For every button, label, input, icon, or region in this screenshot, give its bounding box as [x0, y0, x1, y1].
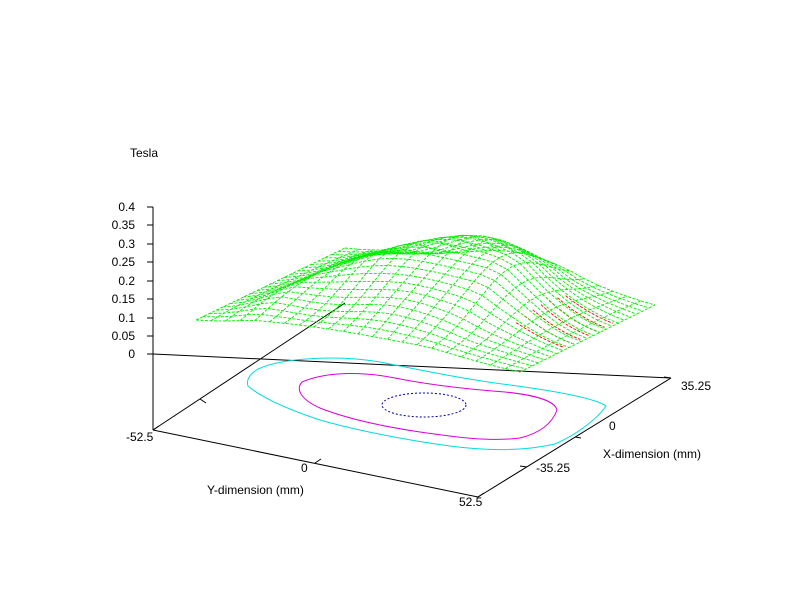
surface-mesh-line — [195, 319, 521, 373]
base-left-diagonal — [152, 302, 346, 431]
x-axis-right — [477, 377, 672, 498]
surface-mesh-line — [297, 236, 613, 327]
x-tick-labels: 35.25 0 -35.25 — [536, 379, 711, 475]
x-tick-label: -35.25 — [536, 461, 570, 475]
z-tick-label: 0 — [128, 347, 135, 361]
y-tick-labels: -52.5 0 52.5 — [126, 430, 483, 509]
z-tick-label: 0.1 — [118, 311, 135, 325]
surface-mesh-line — [298, 247, 444, 326]
surface-mesh-line — [519, 304, 656, 373]
surface-mesh-line — [243, 280, 564, 352]
surface-underside-line — [532, 309, 581, 340]
surface-mesh-line — [269, 251, 416, 323]
z-tick-label: 0.3 — [118, 237, 135, 251]
surface-mesh-line — [209, 307, 533, 367]
z-tick-label: 0.4 — [118, 200, 135, 214]
surface-mesh-line — [338, 246, 650, 309]
surface-mesh-line — [505, 300, 642, 370]
y-tick-label: -52.5 — [126, 430, 154, 444]
surface-mesh-line — [263, 257, 582, 342]
surface-mesh-line — [223, 296, 545, 361]
surface-mesh-line — [317, 236, 631, 318]
z-tick-label: 0.15 — [112, 292, 136, 306]
y-axis-label: Y-dimension (mm) — [207, 483, 304, 497]
surface-mesh-line — [311, 235, 625, 321]
surface-mesh-line — [225, 249, 374, 322]
surface-mesh-line — [475, 290, 613, 362]
x-tick-label: 0 — [609, 419, 616, 433]
z-tick-label: 0.2 — [118, 274, 135, 288]
surface-mesh-line — [446, 276, 585, 353]
contour-middle — [298, 373, 558, 440]
y-ticks — [152, 398, 485, 498]
z-tick-labels: 0.4 0.35 0.3 0.25 0.2 0.15 0.1 0.05 0 — [112, 200, 136, 361]
contour-inner — [381, 392, 467, 418]
y-tick-label: 0 — [301, 461, 308, 475]
x-ticks — [519, 376, 672, 468]
surface-mesh-line — [401, 244, 543, 343]
z-tick-label: 0.05 — [112, 329, 136, 343]
surface — [195, 234, 656, 373]
contour-outer — [247, 357, 607, 450]
surface-mesh-line — [216, 302, 539, 364]
surface-mesh-line — [331, 242, 643, 312]
base-back-edge — [152, 353, 672, 379]
z-tick-label: 0.25 — [112, 255, 136, 269]
contours — [247, 357, 607, 450]
z-tick-label: 0.35 — [112, 218, 136, 232]
y-tick-label: 52.5 — [459, 495, 483, 509]
y-axis-front — [152, 429, 479, 498]
surface-mesh-line — [313, 243, 458, 328]
surface-mesh-line — [250, 272, 570, 349]
surface-mesh-line — [490, 295, 627, 366]
x-axis-label: X-dimension (mm) — [603, 447, 701, 461]
surface-mesh-line — [460, 285, 599, 358]
surface-mesh-line — [324, 239, 637, 315]
z-ticks — [147, 206, 153, 355]
x-tick-label: 35.25 — [681, 379, 711, 393]
surface-mesh-line — [304, 234, 619, 324]
surface-mesh-line — [202, 313, 527, 370]
z-axis-label: Tesla — [130, 146, 158, 160]
surface-mesh-line — [229, 291, 551, 358]
surface-underside-line — [515, 322, 565, 348]
surface-mesh-line — [236, 286, 557, 355]
surface-mesh-line — [344, 247, 656, 306]
surface-underside-line — [540, 304, 589, 336]
surface-mesh-line — [431, 262, 571, 349]
axes — [152, 207, 672, 498]
